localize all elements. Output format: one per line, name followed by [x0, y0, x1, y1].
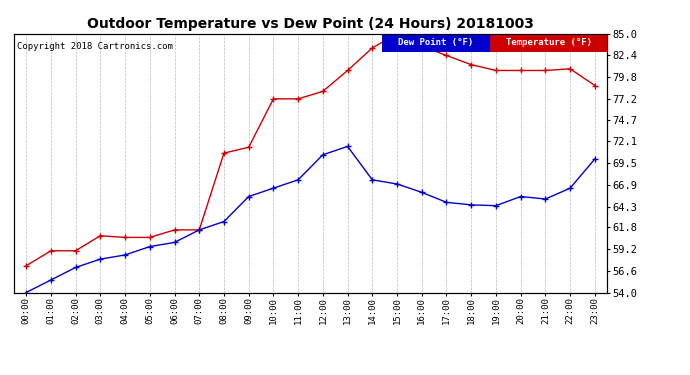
- Text: Copyright 2018 Cartronics.com: Copyright 2018 Cartronics.com: [17, 42, 172, 51]
- Title: Outdoor Temperature vs Dew Point (24 Hours) 20181003: Outdoor Temperature vs Dew Point (24 Hou…: [87, 17, 534, 31]
